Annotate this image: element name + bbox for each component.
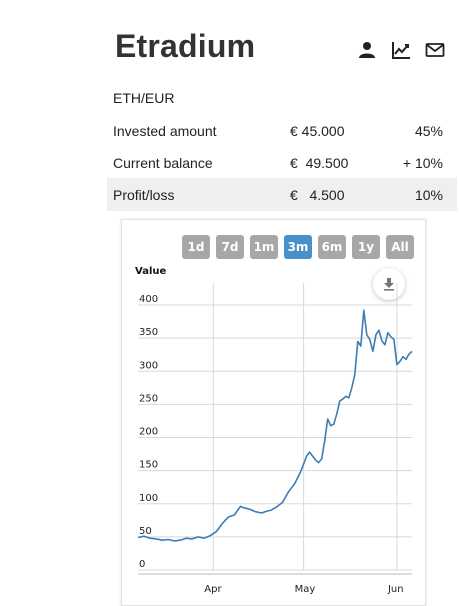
y-tick-label: 0 — [139, 559, 145, 570]
y-tick-label: 400 — [139, 294, 158, 305]
profit-loss-row: Profit/loss € 4.500 10% — [107, 178, 457, 211]
profit-loss-label: Profit/loss — [113, 187, 175, 203]
line-chart-icon[interactable] — [391, 40, 411, 60]
chart-plot-area: 0 50 100 150 200 250 300 350 400 Apr May Jun — [137, 283, 413, 595]
download-icon — [384, 278, 394, 291]
balance-label: Current balance — [113, 155, 213, 171]
y-tick-label: 350 — [139, 327, 158, 338]
y-axis-title: Value — [135, 266, 167, 277]
balance-amount: € 49.500 — [290, 155, 349, 171]
download-button[interactable] — [373, 268, 405, 300]
range-selector: 1d 7d 1m 3m 6m 1y All — [182, 235, 414, 259]
range-1y-button[interactable]: 1y — [352, 235, 380, 259]
y-tick-label: 150 — [139, 460, 158, 471]
balance-row: Current balance € 49.500 + 10% — [107, 146, 457, 179]
profit-loss-percent: 10% — [414, 187, 443, 203]
range-7d-button[interactable]: 7d — [216, 235, 244, 259]
x-tick-label: Apr — [204, 584, 222, 595]
x-tick-label: Jun — [387, 584, 404, 595]
invested-amount: € 45.000 — [290, 123, 345, 139]
range-3m-button[interactable]: 3m — [284, 235, 312, 259]
invested-label: Invested amount — [113, 123, 217, 139]
balance-percent: + 10% — [402, 155, 443, 171]
range-6m-button[interactable]: 6m — [318, 235, 346, 259]
y-tick-label: 100 — [139, 493, 158, 504]
invested-percent: 45% — [414, 123, 443, 139]
invested-row: Invested amount € 45.000 45% — [107, 114, 457, 147]
profit-loss-amount: € 4.500 — [290, 187, 345, 203]
app-title: Etradium — [115, 28, 256, 64]
range-all-button[interactable]: All — [386, 235, 414, 259]
mail-icon[interactable] — [425, 40, 445, 60]
y-tick-label: 200 — [139, 427, 158, 438]
app-header: Etradium — [115, 28, 455, 72]
currency-pair: ETH/EUR — [113, 90, 175, 106]
range-1d-button[interactable]: 1d — [182, 235, 210, 259]
range-1m-button[interactable]: 1m — [250, 235, 278, 259]
user-icon[interactable] — [357, 40, 377, 60]
y-tick-label: 250 — [139, 393, 158, 404]
price-series-line — [137, 309, 413, 542]
x-tick-label: May — [295, 584, 316, 595]
y-tick-label: 300 — [139, 360, 158, 371]
header-icons — [357, 40, 445, 60]
y-tick-label: 50 — [139, 526, 152, 537]
price-chart: 1d 7d 1m 3m 6m 1y All Value 0 50 100 150 200… — [121, 219, 426, 606]
